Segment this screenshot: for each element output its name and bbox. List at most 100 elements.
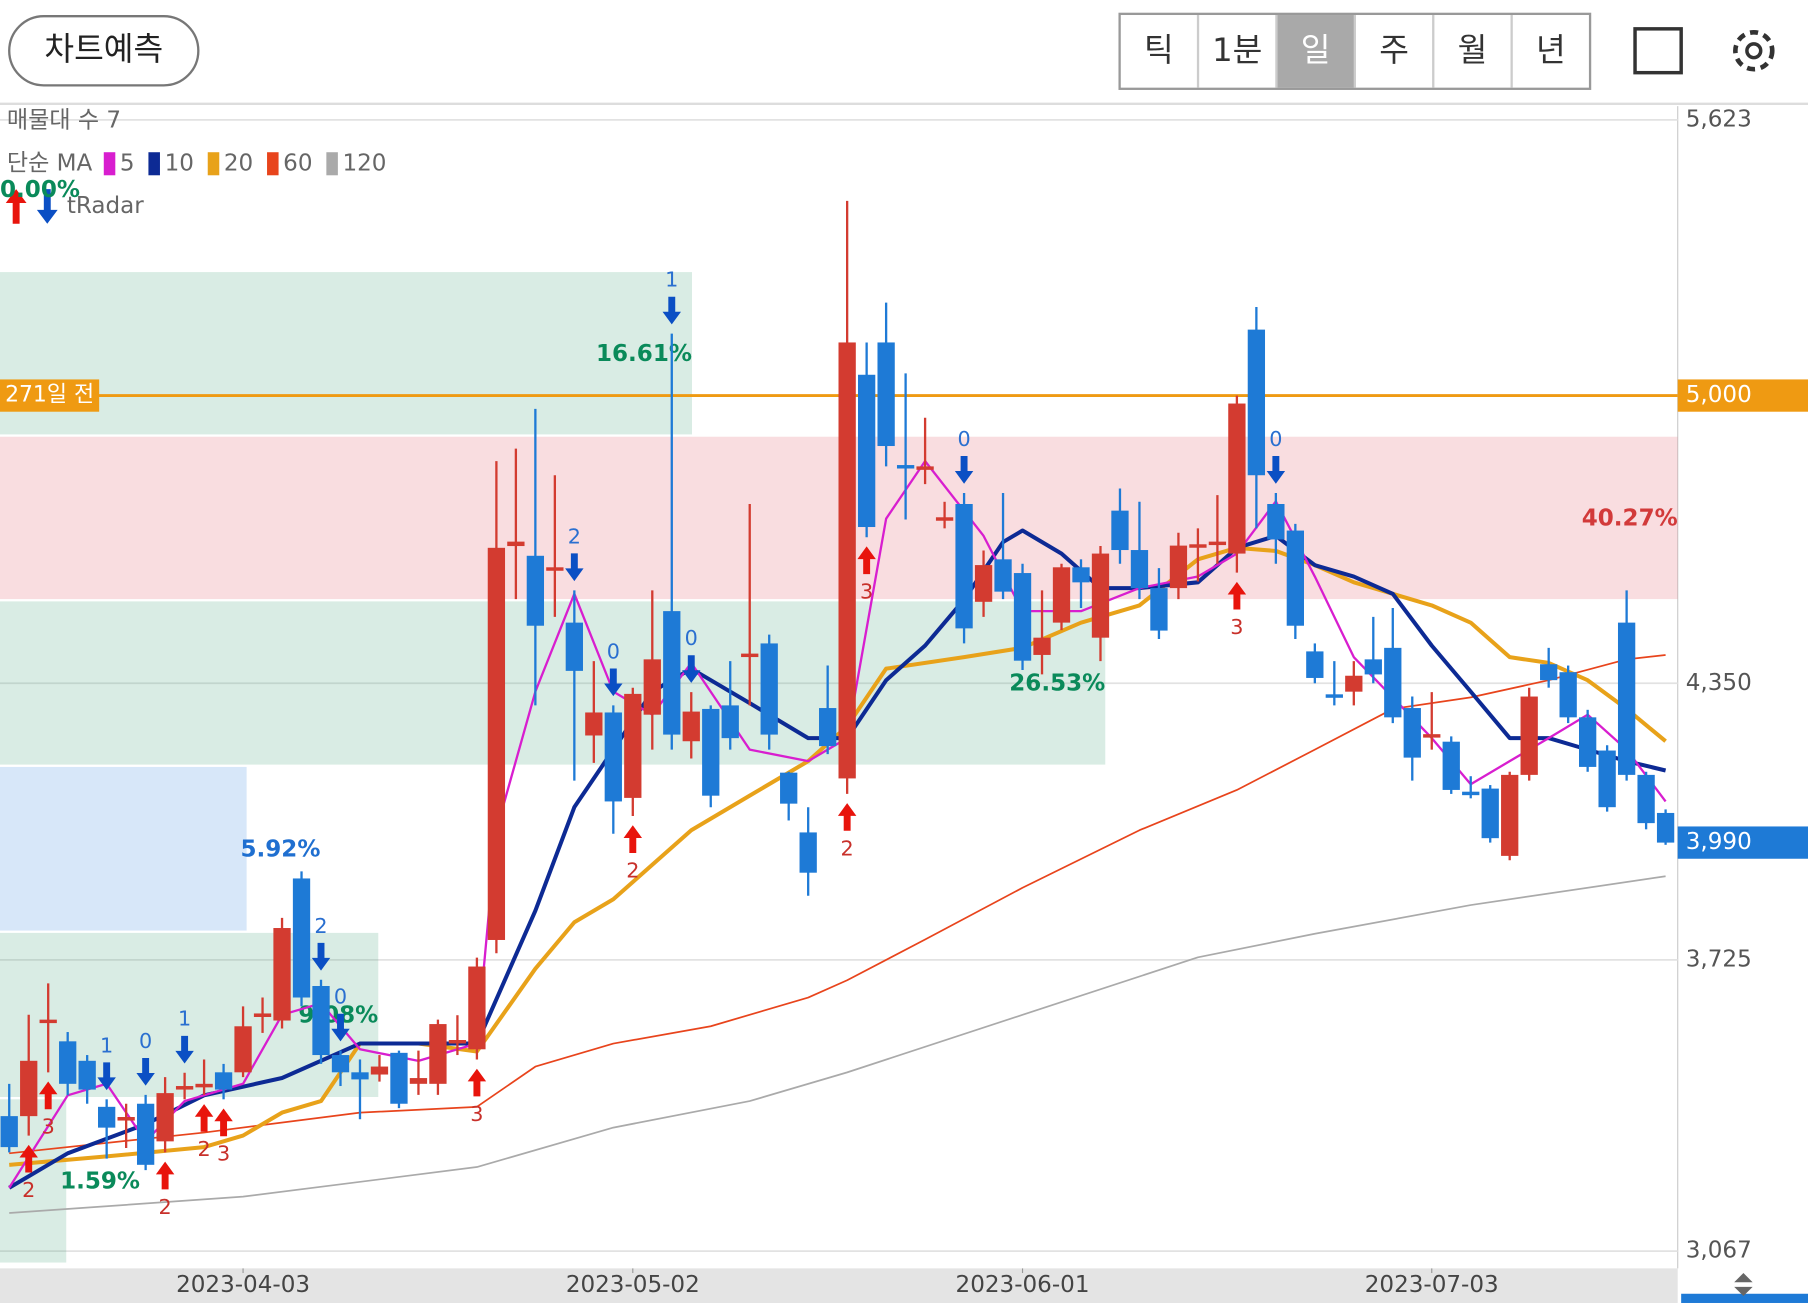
candle-body	[857, 374, 876, 528]
period-button[interactable]: 주	[1379, 31, 1409, 69]
reference-price-tag	[1677, 379, 1808, 412]
candle-body	[448, 1040, 467, 1044]
predict-button-label[interactable]: 차트예측	[44, 30, 163, 68]
candle-body	[331, 1055, 350, 1073]
period-button[interactable]: 일	[1301, 31, 1331, 69]
band-share-label: 16.61%	[596, 341, 692, 367]
sell-signal-count: 2	[314, 914, 327, 938]
y-tick-label: 5,623	[1686, 106, 1752, 132]
sell-signal-arrow	[604, 668, 623, 697]
candle-body	[877, 342, 895, 447]
profile-title: 매물대 수 7	[7, 108, 121, 134]
legend-label: 120	[342, 150, 386, 176]
buy-signal-count: 3	[1230, 615, 1243, 639]
candle-body	[1247, 329, 1266, 476]
candle-body	[507, 541, 525, 547]
x-axis-bar	[0, 1268, 1678, 1303]
candle-body	[429, 1024, 447, 1084]
candle-body	[1579, 717, 1597, 767]
volume-band	[0, 601, 1106, 765]
period-button[interactable]: 틱	[1144, 31, 1174, 69]
sell-signal-arrow	[331, 1013, 350, 1042]
candle-body	[1325, 694, 1343, 698]
band-share-label: 40.27%	[1582, 506, 1678, 532]
candle-body	[1111, 510, 1129, 551]
candle-body	[487, 547, 506, 940]
indicator-name: tRadar	[67, 193, 144, 219]
buy-signal-count: 2	[626, 858, 639, 882]
candle-body	[214, 1072, 233, 1090]
sell-signal-arrow	[311, 942, 331, 971]
candle-body	[935, 517, 954, 521]
candle-body	[838, 342, 856, 779]
buy-signal-count: 2	[197, 1137, 210, 1161]
candle-body	[20, 1060, 38, 1117]
band-share-label: 5.92%	[240, 836, 320, 862]
candle-body	[604, 712, 622, 802]
candle-body	[234, 1026, 252, 1073]
candle-body	[896, 465, 915, 469]
reference-tag	[0, 379, 100, 412]
candle-body	[1267, 504, 1285, 540]
candle-body	[312, 986, 330, 1056]
candle-body	[1384, 647, 1402, 718]
y-tick-label: 3,067	[1686, 1238, 1752, 1264]
candle-body	[117, 1117, 135, 1121]
last-price-tag	[1677, 826, 1808, 859]
candle-body	[1169, 545, 1188, 589]
candle-body	[253, 1013, 272, 1017]
candle-body	[1559, 672, 1577, 718]
candle-body	[1501, 774, 1519, 856]
legend-label: 20	[224, 150, 253, 176]
candle-body	[994, 559, 1012, 592]
buy-signal-arrow	[38, 1081, 58, 1110]
ma-line	[9, 875, 1666, 1214]
candle-body	[585, 712, 603, 736]
candle-body	[526, 555, 545, 626]
period-selected	[1276, 15, 1355, 88]
gear-center[interactable]	[1745, 42, 1763, 60]
sell-signal-arrow	[565, 553, 584, 582]
buy-signal-arrow	[194, 1104, 214, 1132]
gear-teeth[interactable]	[1733, 30, 1775, 72]
candle-body	[156, 1093, 174, 1142]
buy-signal-count: 2	[159, 1195, 172, 1219]
candle-body	[292, 878, 311, 998]
y-tick-label: 4,350	[1686, 670, 1752, 696]
scale-handle[interactable]	[1734, 1273, 1753, 1297]
settings-icon[interactable]	[1733, 30, 1775, 72]
candle-body	[1637, 774, 1655, 824]
candle-body	[1130, 550, 1149, 589]
buy-signal-count: 3	[470, 1102, 483, 1126]
candle-body	[1423, 734, 1441, 738]
candle-body	[1150, 588, 1168, 631]
sell-signal-count: 1	[178, 1007, 191, 1031]
sell-signal-arrow	[682, 655, 701, 683]
candle-body	[1403, 708, 1421, 758]
x-tick-label: 2023-07-03	[1365, 1272, 1499, 1298]
candle-body	[702, 708, 720, 796]
sell-signal-arrow	[662, 296, 681, 325]
sell-signal-count: 0	[957, 427, 970, 451]
band-share-label: 26.53%	[1009, 671, 1105, 697]
candle-body	[175, 1086, 194, 1090]
period-button[interactable]: 1분	[1212, 31, 1262, 69]
x-tick-label: 2023-05-02	[566, 1272, 700, 1298]
sell-signal-count: 0	[607, 639, 620, 663]
sell-signal-count: 1	[665, 268, 678, 292]
candle-body	[1462, 791, 1480, 796]
reference-price: 5,000	[1686, 382, 1752, 408]
legend-swatch	[103, 152, 116, 176]
period-button[interactable]: 월	[1458, 31, 1488, 69]
candle-body	[663, 611, 681, 735]
sell-signal-arrow	[1266, 456, 1286, 484]
volume-band	[0, 272, 692, 435]
candle-body	[721, 705, 739, 739]
candle-body	[78, 1060, 96, 1090]
predict-button[interactable]	[8, 15, 200, 87]
x-tick-label: 2023-04-03	[176, 1272, 310, 1298]
buy-signal-count: 3	[860, 580, 873, 604]
period-button[interactable]: 년	[1536, 31, 1566, 69]
sell-signal-count: 0	[685, 626, 698, 650]
fullscreen-icon[interactable]	[1633, 27, 1683, 75]
